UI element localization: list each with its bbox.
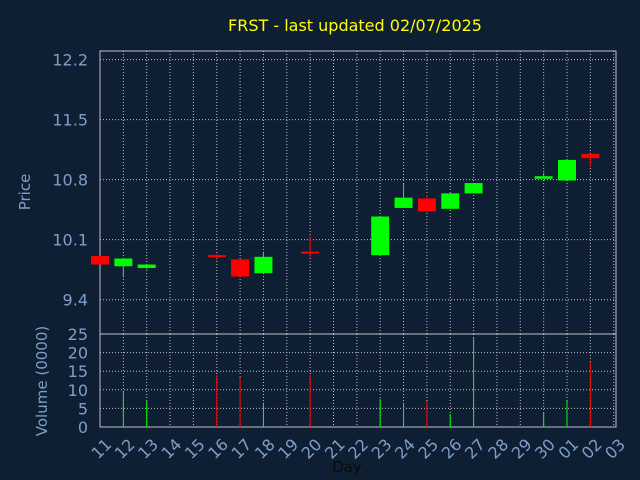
volume-bars (122, 337, 591, 427)
candle-11 (91, 255, 109, 265)
candle-13 (137, 264, 156, 269)
candle-body (417, 198, 436, 212)
candle-body (371, 216, 390, 256)
candle-body (91, 255, 109, 265)
candle-27 (464, 183, 483, 194)
candle-12 (114, 258, 133, 278)
candle-body (441, 193, 460, 209)
candle-body (581, 153, 600, 159)
chart-title: FRST - last updated 02/07/2025 (228, 16, 482, 35)
volume-tick-label: 25 (68, 325, 88, 344)
candle-body (534, 176, 553, 179)
candle-25 (417, 195, 436, 213)
price-grid (100, 51, 616, 334)
price-panel: 12.2 11.5 10.8 10.1 9.4 Price (16, 50, 617, 335)
price-axis-label: Price (16, 174, 34, 211)
volume-tick-label: 15 (68, 362, 88, 381)
candle-body (114, 258, 133, 267)
candle-30 (534, 172, 553, 179)
day-axis-label: Day (332, 458, 362, 476)
candle-01 (558, 159, 576, 181)
candle-body (558, 159, 576, 181)
price-y-ticks: 12.2 11.5 10.8 10.1 9.4 (52, 51, 88, 310)
volume-tick-label: 10 (68, 381, 88, 400)
candle-24 (394, 183, 413, 208)
price-tick-label: 11.5 (52, 111, 88, 130)
candle-17 (231, 259, 250, 277)
candle-26 (441, 193, 460, 209)
candle-16 (207, 254, 226, 261)
price-tick-label: 10.1 (52, 231, 88, 250)
candle-body (254, 256, 273, 274)
candle-body (464, 183, 483, 194)
price-tick-label: 10.8 (52, 171, 88, 190)
candle-body (231, 259, 250, 277)
volume-plot-frame (99, 333, 617, 428)
price-tick-label: 12.2 (52, 51, 88, 70)
volume-tick-label: 0 (78, 418, 88, 437)
candle-body (207, 255, 226, 258)
candle-body (394, 197, 413, 208)
candle-23 (371, 216, 390, 256)
candle-body (137, 264, 156, 268)
volume-tick-label: 20 (68, 344, 88, 363)
candles (91, 153, 600, 278)
candle-18 (254, 251, 273, 274)
volume-tick-label: 5 (78, 399, 88, 418)
candle-20 (301, 236, 320, 258)
candle-02 (581, 153, 600, 167)
volume-axis-label: Volume (0000) (33, 326, 51, 436)
price-tick-label: 9.4 (63, 291, 88, 310)
volume-grid (100, 334, 616, 427)
candle-body (301, 251, 320, 254)
